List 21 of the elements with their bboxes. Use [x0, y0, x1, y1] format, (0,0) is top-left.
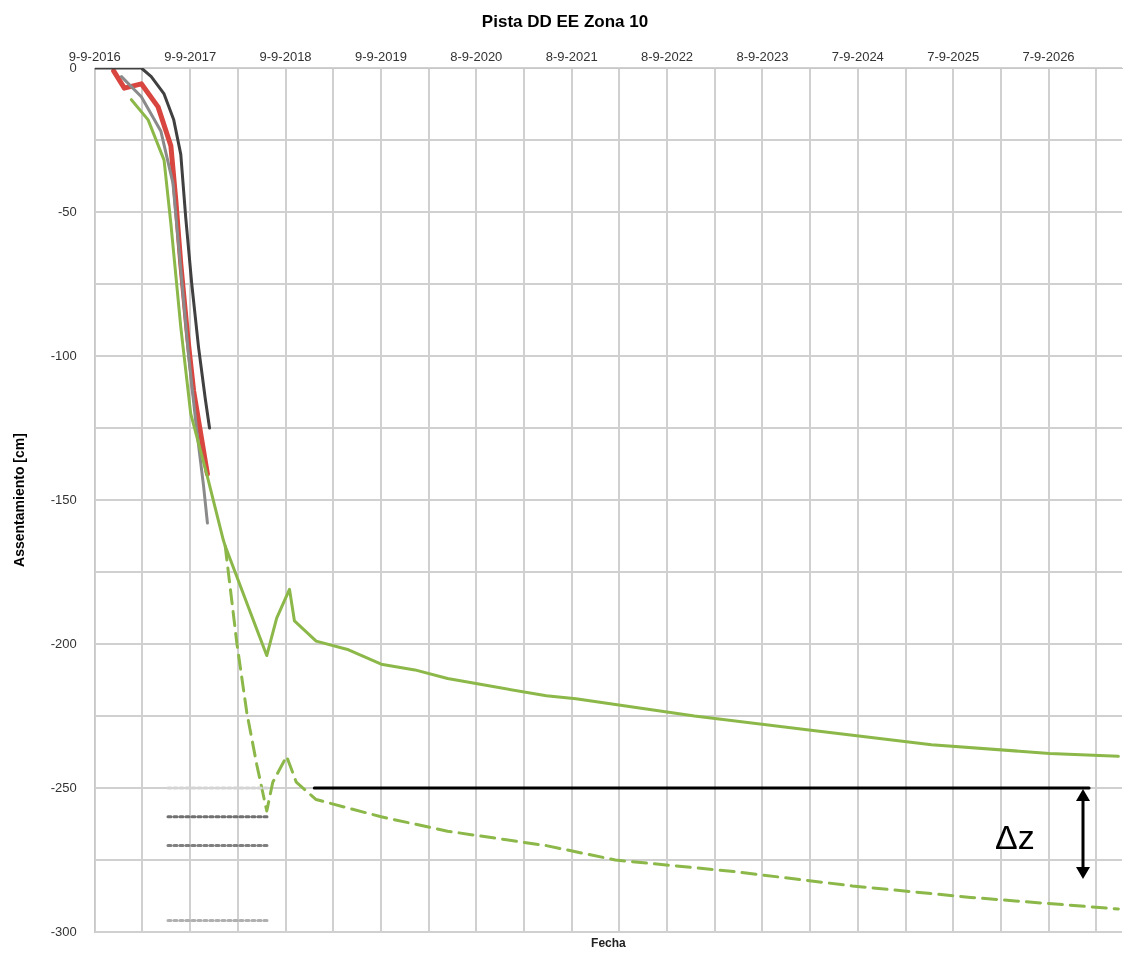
x-tick-label: 9-9-2017 [164, 48, 217, 64]
y-tick-label: -300 [50, 923, 77, 939]
x-tick-label: 9-9-2018 [259, 48, 312, 64]
x-tick-label: 7-9-2024 [831, 48, 884, 64]
y-tick-label: -50 [58, 203, 77, 219]
annotation: Δz [995, 816, 1035, 857]
x-tick-label: 9-9-2016 [68, 48, 121, 64]
x-axis-title: Fecha [591, 936, 627, 951]
y-tick-label: -150 [50, 491, 77, 507]
y-tick-label: -100 [50, 347, 77, 363]
x-tick-label: 8-9-2023 [736, 48, 789, 64]
y-axis-title: Assentamiento [cm] [11, 433, 28, 567]
y-tick-label: -250 [50, 779, 77, 795]
x-tick-label: 9-9-2019 [354, 48, 407, 64]
y-tick-label: -200 [50, 635, 77, 651]
x-tick-label: 7-9-2026 [1022, 48, 1075, 64]
chart-title: Pista DD EE Zona 10 [481, 11, 649, 31]
x-tick-label: 7-9-2025 [927, 48, 980, 64]
x-tick-label: 8-9-2022 [641, 48, 694, 64]
x-tick-label: 8-9-2020 [450, 48, 503, 64]
x-tick-label: 8-9-2021 [545, 48, 598, 64]
